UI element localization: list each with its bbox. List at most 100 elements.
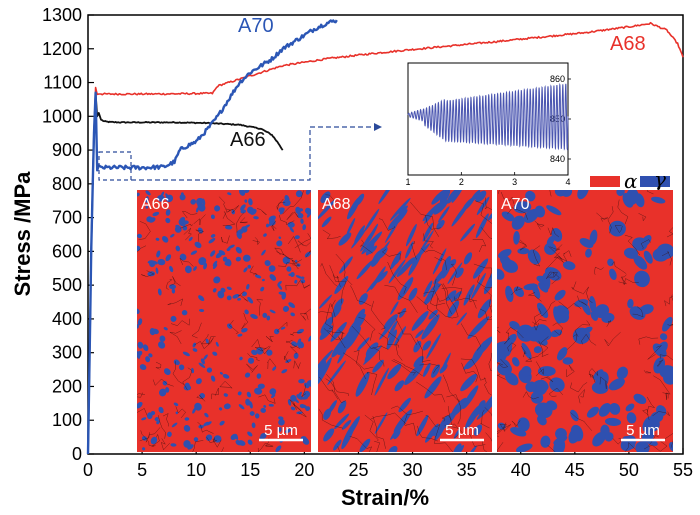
gamma-grain — [527, 249, 541, 265]
gamma-grain — [199, 392, 205, 399]
gamma-grain — [425, 423, 439, 443]
gamma-grain — [296, 411, 303, 415]
gamma-grain — [156, 250, 161, 258]
grain-boundary — [666, 227, 673, 238]
gamma-grain — [170, 315, 177, 322]
grain-boundary — [181, 211, 198, 219]
gamma-grain — [424, 376, 442, 399]
gamma-grain — [389, 197, 411, 221]
gamma-grain — [219, 371, 223, 375]
grain-boundary — [502, 422, 511, 432]
grain-boundary — [226, 208, 234, 213]
gamma-grain — [471, 272, 486, 300]
gamma-grain — [609, 268, 617, 281]
gamma-grain — [212, 263, 218, 269]
grain-boundary — [538, 336, 549, 356]
gamma-grain — [294, 279, 298, 284]
grain-boundary — [488, 352, 492, 371]
gamma-grain — [364, 208, 380, 232]
gamma-grain — [237, 391, 242, 396]
grain-boundary — [381, 249, 401, 260]
grain-boundary — [472, 239, 487, 253]
gamma-grain — [439, 190, 451, 204]
gamma-grain — [318, 357, 332, 385]
gamma-grain — [442, 256, 451, 272]
grain-boundary — [438, 283, 452, 315]
gamma-grain — [179, 253, 187, 261]
gamma-grain — [193, 266, 197, 271]
gamma-grain — [531, 283, 541, 299]
gamma-grain — [446, 190, 460, 204]
grain-boundary — [450, 263, 457, 286]
grain-boundary — [643, 370, 652, 374]
gamma-grain — [165, 254, 172, 262]
grain-boundary — [553, 252, 564, 263]
gamma-grain — [598, 403, 612, 417]
gamma-grain — [244, 199, 248, 203]
grain-boundary — [546, 271, 558, 279]
gamma-grain — [271, 393, 276, 399]
gamma-grain — [163, 327, 168, 331]
gamma-grain — [320, 191, 331, 203]
gamma-grain — [513, 201, 532, 214]
grain-boundary — [538, 340, 549, 358]
inset-oscillation-line — [407, 82, 569, 151]
gamma-grain — [166, 431, 172, 437]
gamma-grain — [415, 329, 424, 339]
grain-boundary — [349, 436, 373, 452]
grain-boundary — [170, 276, 181, 287]
gamma-grain — [220, 287, 226, 293]
grain-boundary — [303, 308, 311, 320]
grain-boundary — [442, 283, 459, 317]
gamma-grain — [550, 329, 563, 338]
x-tick-label: 15 — [240, 460, 260, 480]
grain-boundary — [255, 345, 270, 352]
gamma-grain — [226, 247, 231, 252]
grain-boundary — [507, 207, 528, 220]
gamma-grain — [235, 246, 242, 254]
gamma-grain — [286, 266, 292, 272]
gamma-grain — [165, 387, 170, 393]
grain-boundary — [646, 396, 656, 413]
inset-x-tick-label: 4 — [565, 177, 570, 187]
gamma-grain — [526, 326, 545, 342]
y-tick-label: 600 — [52, 241, 82, 261]
grain-boundary — [286, 211, 299, 220]
gamma-grain — [390, 301, 399, 315]
gamma-grain — [467, 316, 490, 339]
grain-boundary — [483, 287, 492, 319]
gamma-grain — [290, 394, 297, 402]
gamma-grain — [143, 344, 149, 352]
gamma-grain — [404, 362, 424, 386]
gamma-grain — [438, 410, 458, 432]
gamma-grain — [436, 219, 445, 230]
gamma-grain — [145, 205, 149, 209]
gamma-grain — [268, 220, 273, 227]
gamma-grain — [219, 420, 225, 426]
grain-boundary — [479, 308, 492, 320]
gamma-grain — [475, 213, 489, 238]
gamma-grain — [247, 296, 254, 304]
gamma-grain — [589, 295, 597, 314]
grain-boundary — [351, 325, 389, 350]
grain-boundary — [441, 287, 463, 300]
gamma-grain — [278, 291, 286, 296]
gamma-grain — [278, 416, 284, 420]
gamma-grain — [137, 341, 144, 349]
grain-boundary — [384, 284, 418, 313]
grain-boundary — [167, 298, 184, 306]
gamma-grain — [341, 419, 352, 430]
grain-boundary — [577, 295, 588, 306]
gamma-grain — [268, 403, 274, 407]
grain-boundary — [416, 339, 431, 363]
grain-boundary — [258, 394, 276, 404]
gamma-grain — [242, 291, 247, 297]
gamma-grain — [463, 284, 475, 306]
scale-bar-label: 5 µm — [264, 422, 298, 439]
gamma-grain — [260, 433, 267, 439]
grain-boundary — [614, 224, 623, 234]
grain-boundary — [179, 258, 194, 267]
gamma-grain — [386, 329, 398, 350]
gamma-grain — [159, 388, 167, 397]
grain-boundary — [171, 318, 190, 326]
